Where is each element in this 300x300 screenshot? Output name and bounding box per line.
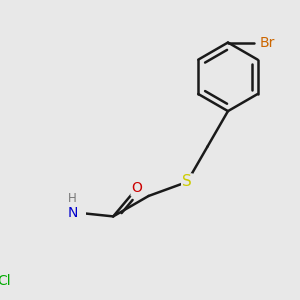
- Text: S: S: [182, 175, 192, 190]
- Text: O: O: [132, 182, 142, 196]
- Text: H: H: [68, 192, 76, 205]
- Text: Br: Br: [259, 35, 274, 50]
- Text: Cl: Cl: [0, 274, 11, 288]
- Text: N: N: [67, 206, 78, 220]
